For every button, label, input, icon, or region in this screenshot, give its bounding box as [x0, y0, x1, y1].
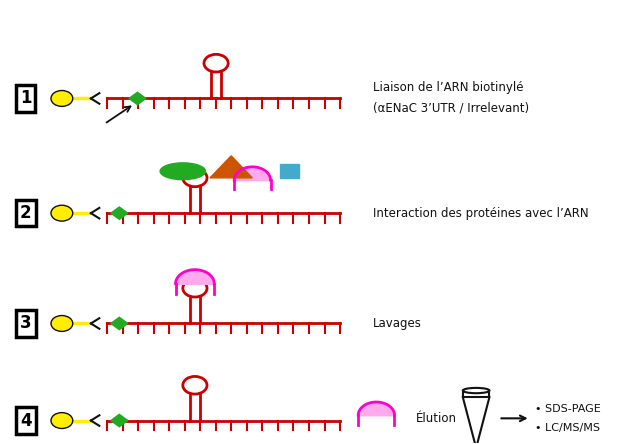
Text: • LC/MS/MS: • LC/MS/MS [535, 424, 600, 433]
Text: Élution: Élution [416, 412, 456, 425]
Text: Interaction des protéines avec l’ARN: Interaction des protéines avec l’ARN [373, 206, 589, 220]
Circle shape [51, 412, 73, 428]
Text: Liaison de l’ARN biotinylé: Liaison de l’ARN biotinylé [373, 81, 524, 94]
Text: Lavages: Lavages [373, 317, 422, 330]
Polygon shape [210, 156, 252, 178]
Circle shape [51, 91, 73, 107]
Circle shape [51, 316, 73, 331]
Polygon shape [111, 317, 128, 329]
Polygon shape [129, 92, 146, 105]
Circle shape [51, 205, 73, 221]
Ellipse shape [160, 163, 205, 180]
Polygon shape [111, 207, 128, 219]
FancyBboxPatch shape [280, 164, 299, 178]
Polygon shape [111, 414, 128, 427]
Text: 4: 4 [20, 412, 32, 429]
Text: 1: 1 [20, 89, 31, 107]
Text: 2: 2 [20, 204, 32, 222]
Circle shape [204, 54, 228, 72]
Circle shape [183, 377, 207, 394]
Text: (αENaC 3’UTR / Irrelevant): (αENaC 3’UTR / Irrelevant) [373, 102, 529, 115]
Ellipse shape [463, 388, 489, 393]
Text: • SDS-PAGE: • SDS-PAGE [535, 404, 600, 414]
Circle shape [183, 169, 207, 187]
Circle shape [183, 279, 207, 297]
FancyBboxPatch shape [463, 391, 489, 397]
Text: 3: 3 [20, 314, 32, 333]
